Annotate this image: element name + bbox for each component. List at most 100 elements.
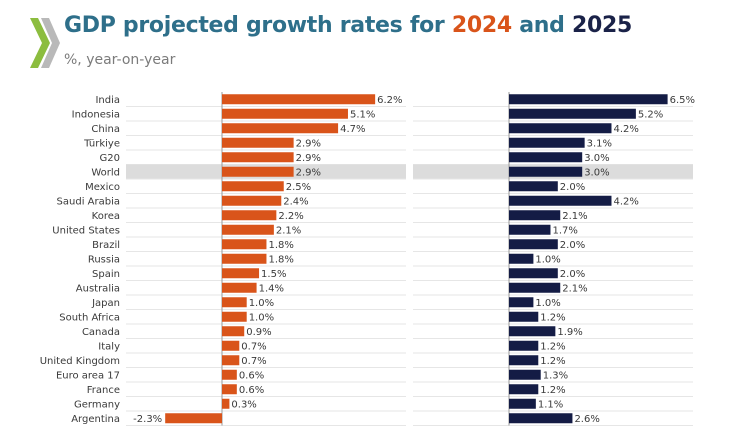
bar-2024-canada <box>222 326 245 337</box>
bar-2025-india <box>509 94 668 105</box>
value-label-2024-argentina: -2.3% <box>133 414 162 425</box>
bar-2025-korea <box>509 210 561 221</box>
bar-2025-united-kingdom <box>509 355 539 366</box>
value-label-2024-germany: 0.3% <box>231 399 256 410</box>
value-label-2024-indonesia: 5.1% <box>350 109 375 120</box>
value-label-2025-mexico: 2.0% <box>560 182 585 193</box>
value-label-2025-canada: 1.9% <box>557 327 582 338</box>
bar-2024-brazil <box>222 239 267 250</box>
value-label-2025-japan: 1.0% <box>535 298 560 309</box>
bar-2025-canada <box>509 326 556 337</box>
value-label-2024-korea: 2.2% <box>278 211 303 222</box>
category-label-saudi-arabia: Saudi Arabia <box>57 196 120 207</box>
bar-2024-united-states <box>222 224 274 235</box>
bar-2025-japan <box>509 297 534 308</box>
bar-2025-spain <box>509 268 558 279</box>
value-label-2025-australia: 2.1% <box>562 283 587 294</box>
value-label-2025-world: 3.0% <box>584 167 609 178</box>
value-label-2024-t-rkiye: 2.9% <box>296 138 321 149</box>
value-label-2025-united-kingdom: 1.2% <box>540 356 565 367</box>
bar-2024-china <box>222 123 339 134</box>
value-label-2025-spain: 2.0% <box>560 269 585 280</box>
category-label-korea: Korea <box>92 211 120 222</box>
bar-2025-united-states <box>509 224 551 235</box>
bar-2024-mexico <box>222 181 284 192</box>
bar-2024-india <box>222 94 376 105</box>
value-label-2025-t-rkiye: 3.1% <box>587 138 612 149</box>
value-label-2025-indonesia: 5.2% <box>638 109 663 120</box>
value-label-2025-france: 1.2% <box>540 385 565 396</box>
bar-2024-g20 <box>222 152 294 163</box>
category-label-euro-area-17: Euro area 17 <box>56 370 120 381</box>
value-label-2024-japan: 1.0% <box>249 298 274 309</box>
bar-2024-france <box>222 384 237 395</box>
category-label-g20: G20 <box>100 153 120 164</box>
bar-2024-t-rkiye <box>222 137 294 148</box>
bar-2024-united-kingdom <box>222 355 240 366</box>
bar-2024-saudi-arabia <box>222 195 282 206</box>
category-label-india: India <box>95 95 120 106</box>
bar-2025-indonesia <box>509 108 636 119</box>
category-label-south-africa: South Africa <box>59 312 120 323</box>
value-label-2025-brazil: 2.0% <box>560 240 585 251</box>
bar-2025-germany <box>509 398 536 409</box>
bar-2025-russia <box>509 253 534 264</box>
title-year-2025: 2025 <box>571 13 632 38</box>
value-label-2025-india: 6.5% <box>670 95 695 106</box>
bar-2025-euro-area-17 <box>509 369 541 380</box>
bar-2024-indonesia <box>222 108 348 119</box>
value-label-2025-united-states: 1.7% <box>552 225 577 236</box>
category-label-world: World <box>91 167 120 178</box>
category-label-argentina: Argentina <box>71 414 120 425</box>
bar-2025-argentina <box>509 413 573 424</box>
bar-2024-world <box>222 166 294 177</box>
category-label-russia: Russia <box>88 254 120 265</box>
category-label-italy: Italy <box>98 341 120 352</box>
value-label-2025-china: 4.2% <box>613 124 638 135</box>
value-label-2024-saudi-arabia: 2.4% <box>283 196 308 207</box>
value-label-2025-italy: 1.2% <box>540 341 565 352</box>
value-label-2024-g20: 2.9% <box>296 153 321 164</box>
value-label-2025-argentina: 2.6% <box>574 414 599 425</box>
value-label-2024-france: 0.6% <box>239 385 264 396</box>
bar-2025-g20 <box>509 152 583 163</box>
chart-title: GDP projected growth rates for 2024 and … <box>64 13 632 38</box>
bar-2025-italy <box>509 340 539 351</box>
bar-2024-italy <box>222 340 240 351</box>
value-label-2024-australia: 1.4% <box>259 283 284 294</box>
category-label-france: France <box>87 385 120 396</box>
value-label-2024-italy: 0.7% <box>241 341 266 352</box>
value-label-2025-south-africa: 1.2% <box>540 312 565 323</box>
bar-2025-australia <box>509 282 561 293</box>
bar-2024-russia <box>222 253 267 264</box>
value-label-2024-world: 2.9% <box>296 167 321 178</box>
value-label-2024-canada: 0.9% <box>246 327 271 338</box>
bar-2024-japan <box>222 297 247 308</box>
category-label-spain: Spain <box>92 269 120 280</box>
category-label-china: China <box>91 124 120 135</box>
category-label-mexico: Mexico <box>85 182 120 193</box>
bar-2025-world <box>509 166 583 177</box>
bar-2024-spain <box>222 268 260 279</box>
value-label-2024-south-africa: 1.0% <box>249 312 274 323</box>
oecd-logo-icon <box>30 18 60 68</box>
category-label-australia: Australia <box>76 283 120 294</box>
category-label-united-states: United States <box>52 225 120 236</box>
category-label-japan: Japan <box>91 298 120 309</box>
value-label-2025-germany: 1.1% <box>538 399 563 410</box>
category-label-germany: Germany <box>74 399 120 410</box>
bar-2025-france <box>509 384 539 395</box>
value-label-2024-russia: 1.8% <box>268 254 293 265</box>
category-label-brazil: Brazil <box>92 240 120 251</box>
value-label-2024-spain: 1.5% <box>261 269 286 280</box>
value-label-2024-euro-area-17: 0.6% <box>239 370 264 381</box>
title-main: GDP projected growth rates for <box>64 13 445 38</box>
value-label-2024-brazil: 1.8% <box>268 240 293 251</box>
title-year-2024: 2024 <box>451 13 512 38</box>
bar-2024-south-africa <box>222 311 247 322</box>
value-label-2025-saudi-arabia: 4.2% <box>613 196 638 207</box>
value-label-2024-mexico: 2.5% <box>286 182 311 193</box>
value-label-2024-united-kingdom: 0.7% <box>241 356 266 367</box>
bar-2025-south-africa <box>509 311 539 322</box>
bar-2025-china <box>509 123 612 134</box>
